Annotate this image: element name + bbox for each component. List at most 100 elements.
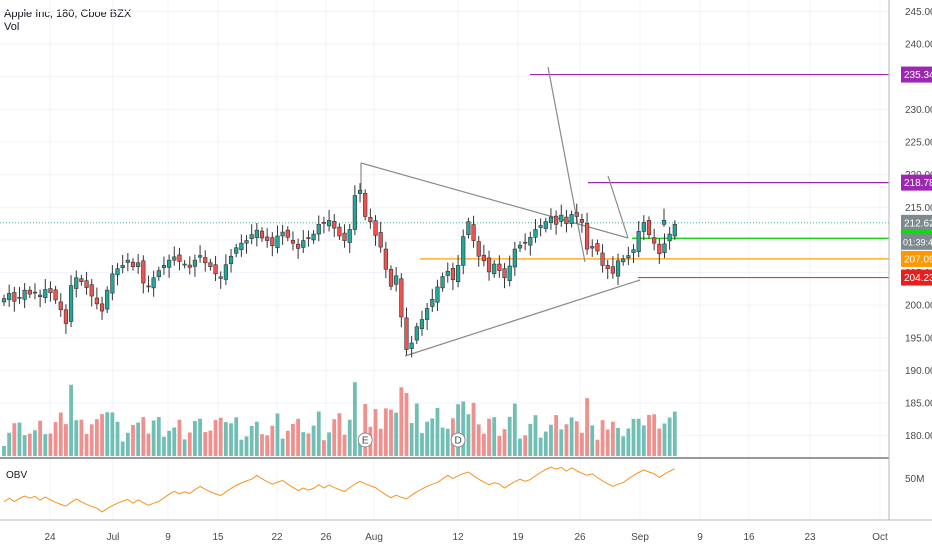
volume-bar bbox=[146, 433, 151, 456]
candle-body bbox=[43, 289, 48, 298]
volume-bar bbox=[394, 412, 399, 456]
price-tick-label: 190.00 bbox=[905, 366, 932, 377]
candle-body bbox=[584, 222, 590, 250]
candle-body bbox=[280, 231, 285, 237]
candle-body bbox=[48, 288, 53, 294]
candle-body bbox=[63, 309, 69, 324]
candle-body bbox=[636, 231, 641, 252]
candle-body bbox=[239, 242, 244, 251]
volume-bar bbox=[445, 428, 450, 456]
candle-body bbox=[156, 270, 161, 278]
candle-body bbox=[58, 301, 63, 311]
volume-bar bbox=[461, 401, 466, 456]
volume-bar bbox=[208, 430, 213, 456]
volume-bar bbox=[141, 417, 146, 456]
candle-body bbox=[301, 240, 306, 248]
volume-bar bbox=[260, 434, 264, 456]
volume-bar bbox=[84, 433, 89, 456]
volume-bar bbox=[352, 382, 357, 456]
volume-bar bbox=[249, 425, 254, 456]
volume-bar bbox=[657, 428, 662, 456]
candle-body bbox=[662, 243, 667, 253]
volume-bar bbox=[554, 415, 559, 456]
volume-bar bbox=[626, 428, 631, 456]
candle-body bbox=[548, 216, 554, 223]
candle-body bbox=[476, 241, 481, 257]
volume-bar bbox=[177, 419, 182, 456]
volume-bar bbox=[58, 412, 63, 456]
volume-bar bbox=[316, 411, 321, 456]
time-tick-label: 23 bbox=[804, 532, 816, 543]
volume-bar bbox=[115, 421, 120, 456]
volume-bar bbox=[2, 446, 6, 456]
volume-bars bbox=[2, 382, 677, 456]
candle-body bbox=[53, 289, 58, 301]
candle-body bbox=[146, 285, 151, 288]
candle-body bbox=[517, 244, 523, 249]
volume-bar bbox=[481, 433, 486, 456]
volume-bar bbox=[435, 407, 440, 456]
volume-bar bbox=[167, 430, 172, 456]
candle-body bbox=[290, 239, 296, 244]
candle-body bbox=[455, 265, 461, 282]
volume-bar bbox=[182, 439, 187, 456]
candle-body bbox=[151, 277, 156, 289]
candle-body bbox=[486, 257, 492, 273]
candle-body bbox=[605, 265, 610, 269]
candle-body bbox=[481, 254, 486, 262]
trend-line bbox=[360, 162, 629, 239]
volume-bar bbox=[270, 425, 275, 456]
volume-bar bbox=[337, 413, 342, 456]
candle-body bbox=[22, 289, 27, 300]
candle-body bbox=[590, 246, 595, 249]
price-tick-label: 200.00 bbox=[905, 301, 932, 312]
volume-bar bbox=[203, 432, 208, 456]
volume-bar bbox=[347, 419, 352, 456]
price-tick-label: 195.00 bbox=[905, 333, 932, 344]
time-tick-label: 16 bbox=[743, 532, 755, 543]
candle-body bbox=[187, 264, 192, 268]
candle-body bbox=[270, 237, 275, 247]
volume-bar bbox=[430, 418, 435, 456]
candle-body bbox=[223, 264, 228, 280]
candle-body bbox=[27, 289, 32, 295]
candle-body bbox=[445, 270, 450, 276]
time-tick-label: 26 bbox=[574, 532, 586, 543]
price-flag-label: 212.62 bbox=[904, 218, 932, 229]
volume-bar bbox=[254, 421, 259, 456]
price-flag bbox=[901, 214, 932, 231]
volume-bar bbox=[43, 434, 48, 456]
candle-body bbox=[492, 263, 497, 275]
volume-bar bbox=[193, 421, 197, 456]
candle-body bbox=[136, 262, 141, 267]
price-flag-label: 204.23 bbox=[904, 273, 932, 284]
event-marker-label: D bbox=[454, 436, 461, 447]
candle-body bbox=[388, 268, 394, 287]
volume-bar bbox=[492, 417, 497, 456]
volume-bar bbox=[322, 440, 326, 456]
candle-body bbox=[7, 293, 12, 300]
time-tick-label: 26 bbox=[320, 532, 332, 543]
candle-body bbox=[249, 234, 254, 239]
volume-bar bbox=[53, 422, 58, 456]
volume-bar bbox=[399, 387, 404, 456]
time-tick-label: 22 bbox=[271, 532, 283, 543]
volume-bar bbox=[652, 414, 657, 456]
volume-bar bbox=[662, 423, 667, 456]
candle-body bbox=[99, 303, 105, 312]
candle-body bbox=[347, 229, 352, 243]
volume-bar bbox=[27, 433, 32, 456]
candle-body bbox=[600, 252, 605, 266]
volume-bar bbox=[580, 432, 584, 456]
volume-bar bbox=[621, 436, 626, 456]
countdown-flag bbox=[901, 233, 932, 250]
candle-body bbox=[326, 220, 332, 227]
candle-body bbox=[130, 261, 136, 267]
candle-body bbox=[667, 233, 672, 242]
price-flag bbox=[901, 269, 932, 286]
volume-bar bbox=[605, 429, 610, 456]
price-tick-label: 215.00 bbox=[905, 203, 932, 214]
volume-bar bbox=[476, 424, 481, 456]
volume-bar bbox=[543, 431, 548, 456]
